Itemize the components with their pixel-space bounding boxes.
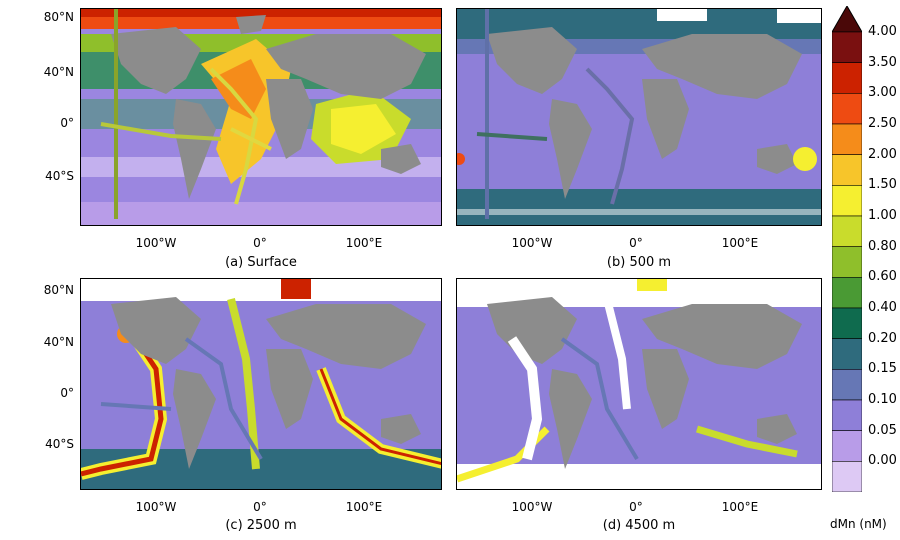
map-4500m (456, 278, 822, 490)
colorbar-tick-label: 3.00 (868, 85, 897, 101)
colorbar-tick-label: 1.50 (868, 177, 897, 193)
map-surface (80, 8, 442, 226)
lat-label: 40°N (43, 65, 74, 79)
lat-label: 40°S (45, 169, 74, 183)
lon-label: 0° (253, 236, 267, 250)
lon-label: 100°E (721, 236, 759, 250)
colorbar-segment (831, 399, 863, 431)
panel-caption: (b) 500 m (606, 255, 672, 270)
lat-label: 80°N (43, 10, 74, 24)
lon-label: 100°W (511, 236, 553, 250)
colorbar-segment (831, 123, 863, 155)
colorbar-segment (831, 246, 863, 278)
colorbar-tick-label: 0.05 (868, 422, 897, 438)
panel-caption: (a) Surface (225, 255, 297, 270)
colorbar-segment (831, 154, 863, 186)
colorbar-tick-label: 0.40 (868, 300, 897, 315)
lon-label: 100°W (135, 236, 177, 250)
lon-label: 0° (629, 236, 643, 250)
colorbar-tick-label: 1.00 (868, 208, 897, 223)
colorbar-tick-label: 0.20 (868, 330, 897, 346)
panel-caption: (c) 2500 m (225, 518, 297, 533)
colorbar-overflow-triangle (831, 4, 863, 33)
lon-label: 0° (629, 500, 643, 514)
map-500m (456, 8, 822, 226)
colorbar-segment (831, 430, 863, 462)
colorbar-tick-label: 4.00 (868, 24, 897, 39)
map-2500m (80, 278, 442, 490)
colorbar-segment (831, 31, 863, 63)
lon-label: 100°E (721, 500, 759, 514)
colorbar-unit: dMn (nM) (830, 517, 887, 531)
colorbar-segment (831, 369, 863, 401)
colorbar-tick-label: 0.80 (868, 238, 897, 254)
lon-label: 0° (253, 500, 267, 514)
colorbar-segment (831, 93, 863, 125)
lat-label: 0° (60, 386, 74, 400)
colorbar-segment (831, 215, 863, 247)
colorbar-segment (831, 185, 863, 217)
colorbar-tick-label: 0.10 (868, 392, 897, 407)
lon-label: 100°W (511, 500, 553, 514)
colorbar-tick-label: 3.50 (868, 54, 897, 70)
panel-caption: (d) 4500 m (602, 518, 676, 533)
colorbar-segment (831, 277, 863, 309)
colorbar (831, 4, 863, 493)
colorbar-segment (831, 461, 863, 493)
colorbar-tick-label: 2.00 (868, 146, 897, 162)
colorbar-tick-label: 0.60 (868, 269, 897, 285)
colorbar-tick-label: 2.50 (868, 116, 897, 131)
lat-label: 80°N (43, 283, 74, 297)
colorbar-tick-label: 0.00 (868, 453, 897, 469)
lat-label: 0° (60, 116, 74, 130)
lon-label: 100°E (345, 500, 383, 514)
lat-label: 40°S (45, 437, 74, 451)
colorbar-segment (831, 307, 863, 339)
colorbar-segment (831, 338, 863, 370)
lon-label: 100°E (345, 236, 383, 250)
lat-label: 40°N (43, 335, 74, 349)
lon-label: 100°W (135, 500, 177, 514)
colorbar-segment (831, 62, 863, 94)
colorbar-tick-label: 0.15 (868, 361, 897, 377)
